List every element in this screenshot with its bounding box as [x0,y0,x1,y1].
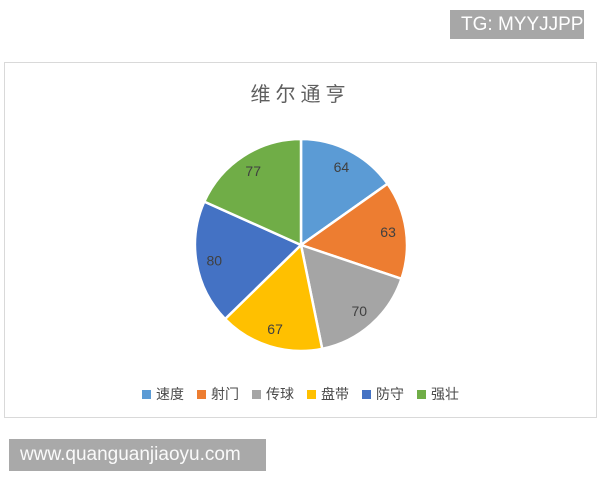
legend-label: 盘带 [321,386,349,402]
legend-label: 传球 [266,386,294,402]
pie-slice-射门 [299,182,409,281]
legend-item-强壮: 强壮 [417,384,459,404]
legend-item-盘带: 盘带 [307,384,349,404]
pie-data-label: 63 [380,224,396,240]
legend-swatch-icon [252,389,261,399]
legend-label: 防守 [376,386,404,402]
tg-badge-text: TG: MYYJJPP [461,13,584,35]
legend-swatch-icon [362,389,371,399]
pie-slice-速度 [299,137,389,247]
pie-data-label: 80 [207,252,223,268]
legend-item-传球: 传球 [252,384,294,404]
pie-slice-强壮 [203,137,303,247]
pie-chart: 64 63 70 67 80 77 [193,137,409,353]
legend-item-射门: 射门 [197,384,239,404]
legend-label: 速度 [156,386,184,402]
url-bar: www.quanguanjiaoyu.com [9,439,266,471]
legend-swatch-icon [307,389,316,399]
chart-frame: 维尔通亨 64 63 70 67 80 77 速度 射门 传球 盘带 防守 强壮 [4,62,597,418]
pie-slice-防守 [193,200,303,321]
legend-swatch-icon [142,389,151,399]
legend-item-速度: 速度 [142,384,184,404]
pie-data-label: 70 [352,303,368,319]
pie-slice-盘带 [223,243,324,353]
chart-legend: 速度 射门 传球 盘带 防守 强壮 [5,384,596,404]
legend-item-防守: 防守 [362,384,404,404]
pie-data-label: 64 [334,159,350,175]
legend-label: 强壮 [431,386,459,402]
legend-swatch-icon [197,389,206,399]
pie-data-label: 77 [245,163,261,179]
legend-label: 射门 [211,386,239,402]
pie-data-label: 67 [267,321,283,337]
pie-slice-传球 [299,243,403,351]
legend-swatch-icon [417,389,426,399]
tg-badge: TG: MYYJJPP [450,10,584,39]
chart-title: 维尔通亨 [250,84,351,106]
url-bar-text: www.quanguanjiaoyu.com [20,444,241,465]
